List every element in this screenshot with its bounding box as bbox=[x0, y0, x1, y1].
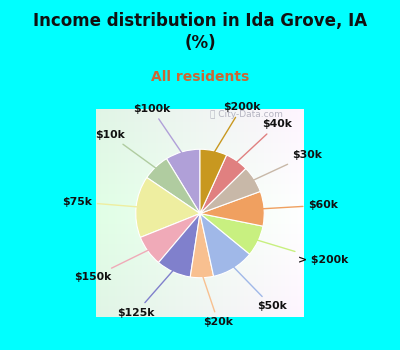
Text: $200k: $200k bbox=[214, 102, 260, 152]
Text: $50k: $50k bbox=[233, 267, 286, 311]
Text: $100k: $100k bbox=[133, 104, 182, 153]
Wedge shape bbox=[200, 168, 260, 214]
Text: $30k: $30k bbox=[253, 150, 322, 180]
Wedge shape bbox=[200, 214, 250, 276]
Wedge shape bbox=[190, 214, 214, 278]
Text: $150k: $150k bbox=[74, 250, 149, 282]
Wedge shape bbox=[140, 214, 200, 262]
Text: $125k: $125k bbox=[118, 270, 173, 317]
Text: $40k: $40k bbox=[236, 119, 292, 162]
Text: $60k: $60k bbox=[263, 200, 338, 210]
Text: $75k: $75k bbox=[62, 197, 138, 207]
Wedge shape bbox=[166, 149, 200, 214]
Text: $20k: $20k bbox=[203, 276, 233, 327]
Wedge shape bbox=[200, 149, 227, 214]
Wedge shape bbox=[200, 191, 264, 226]
Text: ⓘ City-Data.com: ⓘ City-Data.com bbox=[210, 110, 283, 119]
Text: $10k: $10k bbox=[95, 130, 156, 168]
Wedge shape bbox=[136, 177, 200, 237]
Text: All residents: All residents bbox=[151, 70, 249, 84]
Wedge shape bbox=[200, 155, 246, 214]
Wedge shape bbox=[147, 159, 200, 214]
Text: > $200k: > $200k bbox=[257, 240, 348, 265]
Text: Income distribution in Ida Grove, IA
(%): Income distribution in Ida Grove, IA (%) bbox=[33, 12, 367, 52]
Wedge shape bbox=[158, 214, 200, 277]
Wedge shape bbox=[200, 214, 263, 254]
